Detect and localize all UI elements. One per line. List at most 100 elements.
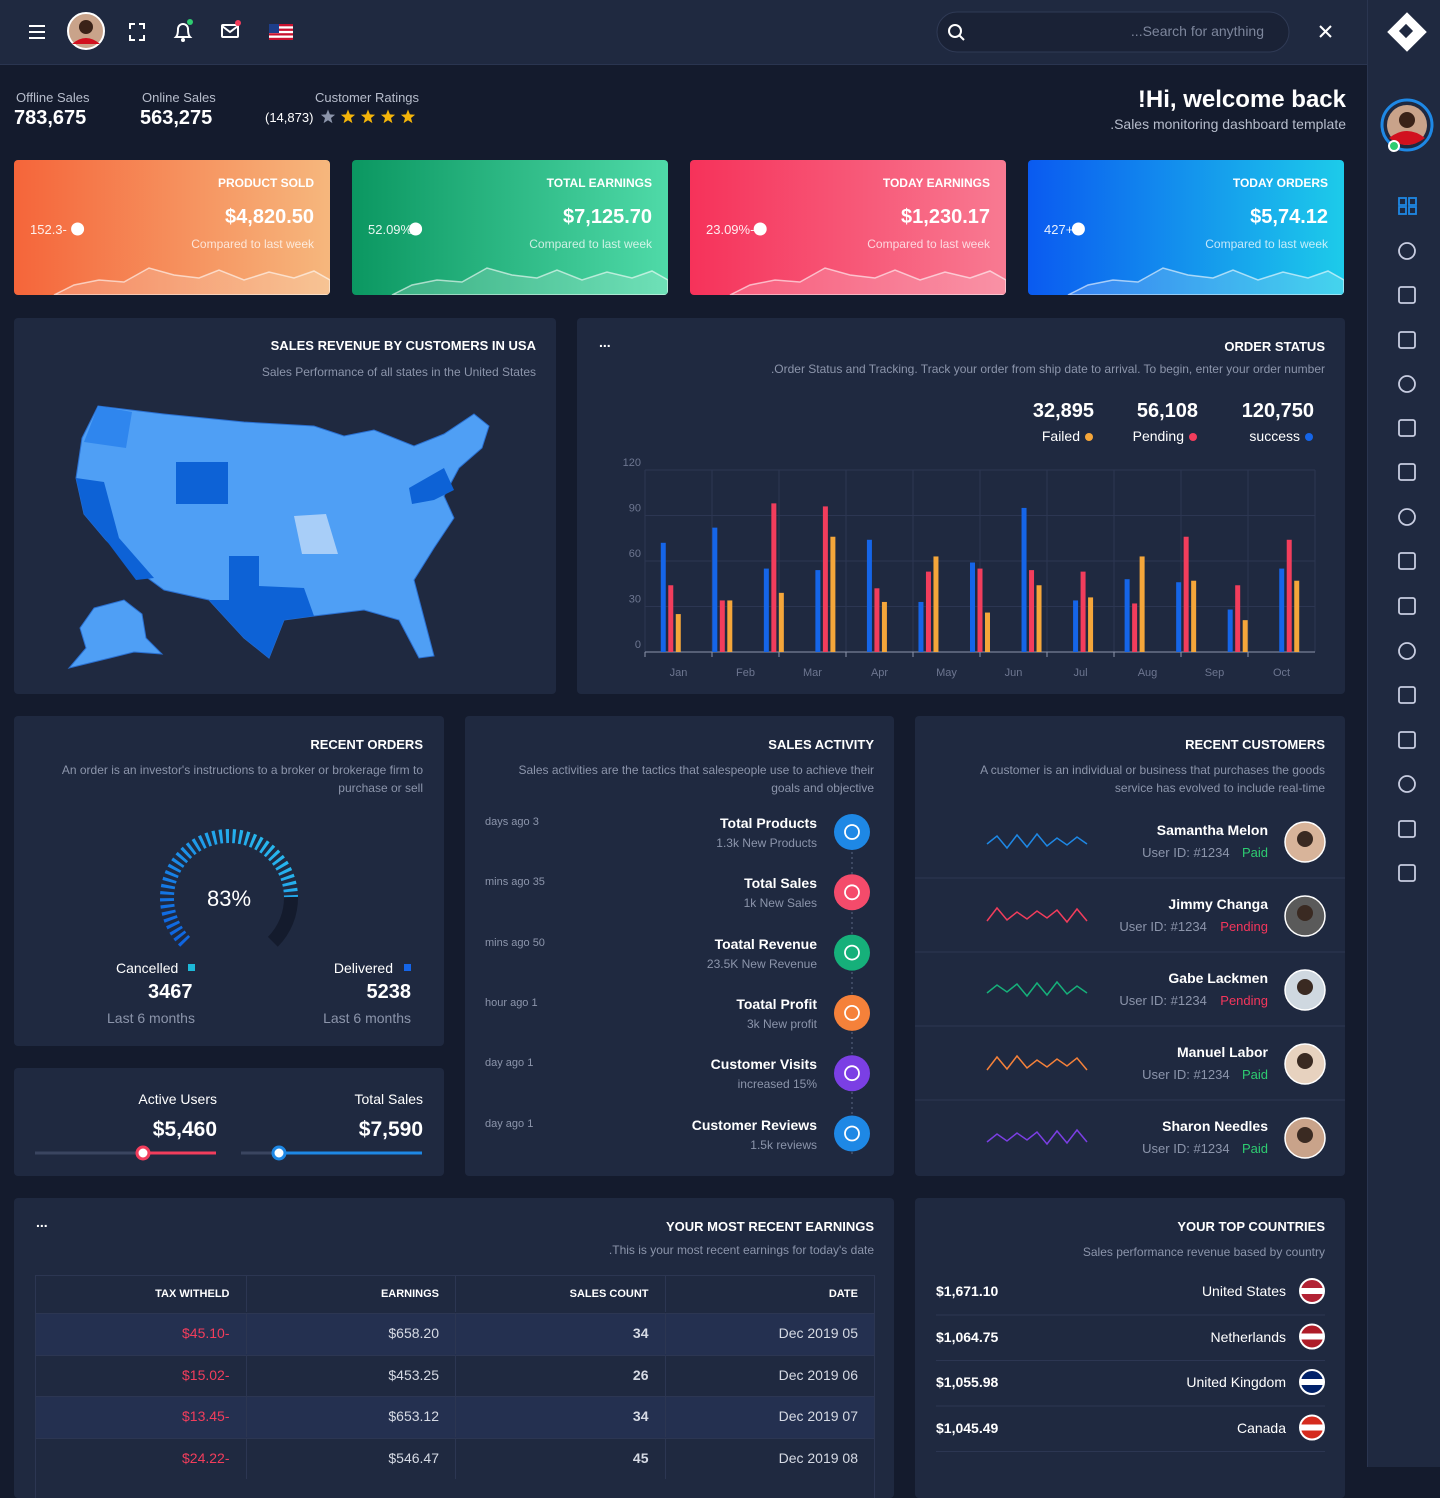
- sidebar-nav-icon[interactable]: [1398, 775, 1416, 793]
- card-menu: ...: [36, 1214, 48, 1230]
- close-button[interactable]: [1319, 25, 1332, 38]
- sidebar-nav-icon[interactable]: [1398, 552, 1416, 570]
- activity-note: 3k New profit: [746, 1016, 817, 1031]
- table-row: [36, 1354, 874, 1397]
- sidebar-nav-icon[interactable]: [1398, 864, 1416, 882]
- sidebar-nav-icon[interactable]: [1398, 642, 1416, 660]
- activity-note: 23.5K New Revenue: [706, 956, 817, 971]
- slider-label: Active Users: [138, 1091, 217, 1107]
- country-flags: [936, 1278, 1325, 1452]
- activity-timeline: [834, 814, 870, 1156]
- search-box[interactable]: [936, 11, 1290, 53]
- messages-button[interactable]: [221, 20, 241, 38]
- card-menu: ...: [599, 334, 611, 350]
- sidebar-nav-icon[interactable]: [1398, 419, 1416, 437]
- stat-value: 783,675: [14, 107, 87, 129]
- card-subtitle: Sales activities are the tactics that sa…: [518, 763, 874, 795]
- activity-icon-glyph: [844, 1004, 860, 1021]
- rating-star: [360, 109, 376, 124]
- state-highlight: [176, 462, 228, 504]
- customer-id: User ID: #1234: [1142, 1141, 1230, 1156]
- activity-note: 1.3k New Products: [716, 836, 817, 850]
- usa-map: [67, 405, 490, 669]
- welcome-title: !Hi, welcome back: [1137, 86, 1346, 113]
- sidebar-nav-icon[interactable]: [1398, 197, 1417, 215]
- legend-label: Failed: [1041, 428, 1080, 444]
- y-tick-label: 120: [623, 457, 641, 469]
- bar: [933, 556, 939, 652]
- table-cell: 26: [455, 1354, 666, 1396]
- sidebar-nav-icon[interactable]: [1398, 331, 1416, 349]
- kpi-sparkline: [53, 222, 330, 295]
- y-tick-label: 60: [629, 548, 641, 560]
- bar: [830, 536, 836, 652]
- customer-list: [915, 821, 1345, 1159]
- bar: [712, 527, 718, 652]
- table-row: [36, 1396, 874, 1438]
- bar: [1073, 600, 1079, 652]
- sidebar-nav-icon[interactable]: [1398, 463, 1416, 481]
- country-amount: $1,045.49: [936, 1419, 999, 1436]
- sidebar-nav-icon[interactable]: [1398, 375, 1416, 393]
- card-subtitle: Sales performance revenue based by count…: [1082, 1245, 1325, 1259]
- customer-name: Samantha Melon: [1156, 822, 1268, 838]
- user-avatar[interactable]: [67, 12, 105, 50]
- map-card: SALES REVENUE BY CUSTOMERS IN USA Sales P…: [14, 318, 556, 694]
- bar: [1191, 580, 1197, 652]
- rating-count: (14,873): [265, 110, 314, 125]
- kpi-card: PRODUCT SOLD $4,820.50 Compared to last we…: [14, 160, 330, 295]
- activity-time: mins ago 50: [485, 936, 545, 949]
- country-flag-detail: [1301, 1424, 1323, 1431]
- x-tick-label: Aug: [1138, 667, 1158, 679]
- rating-star: [400, 109, 416, 124]
- sidebar-avatar[interactable]: [1380, 98, 1434, 152]
- sidebar-nav-icon[interactable]: [1398, 286, 1416, 304]
- sidebar-nav-icon[interactable]: [1398, 597, 1416, 615]
- card-title: ORDER STATUS: [1224, 339, 1325, 354]
- customer-sparkline: [986, 1054, 1088, 1071]
- notifications-button[interactable]: [173, 19, 193, 42]
- customer-name: Gabe Lackmen: [1168, 970, 1268, 986]
- sidebar-nav-icon[interactable]: [1398, 820, 1416, 838]
- customer-status: Pending: [1220, 919, 1268, 934]
- fullscreen-button[interactable]: [129, 23, 145, 41]
- card-title: SALES ACTIVITY: [768, 737, 874, 752]
- country-name: United States: [1201, 1283, 1286, 1299]
- kpi-title: TOTAL EARNINGS: [546, 176, 652, 190]
- earnings-table: TAX WITHELD EARNINGS SALES COUNT DATE $45.10…: [35, 1275, 875, 1498]
- table-header-cell: SALES COUNT: [455, 1276, 666, 1312]
- table-cell: $15.02-: [36, 1354, 247, 1396]
- activity-title: Customer Reviews: [691, 1116, 817, 1133]
- country-amount: $1,064.75: [936, 1328, 999, 1345]
- table-cell: $658.20: [246, 1313, 456, 1354]
- bar: [660, 542, 666, 652]
- x-tick-label: Jun: [1005, 667, 1023, 679]
- table-header-cell: EARNINGS: [246, 1276, 456, 1312]
- bar: [822, 506, 828, 652]
- bar: [1176, 582, 1182, 652]
- sales-activity-card: SALES ACTIVITY Sales activities are the t…: [465, 716, 894, 1176]
- customer-sparkline: [986, 980, 1088, 998]
- stat-label: Offline Sales: [16, 90, 90, 105]
- status-label: Delivered: [333, 960, 393, 976]
- sidebar-nav-icon[interactable]: [1398, 686, 1416, 704]
- sidebar-nav-icon[interactable]: [1398, 508, 1416, 526]
- stat-label: Customer Ratings: [315, 90, 420, 105]
- x-tick-label: Oct: [1273, 667, 1290, 679]
- kpi-card: TODAY EARNINGS $1,230.17 Compared to last …: [690, 160, 1006, 295]
- activity-icon: [834, 874, 870, 911]
- sidebar-nav-icon[interactable]: [1398, 731, 1416, 749]
- table-cell: 45: [455, 1437, 666, 1479]
- language-flag[interactable]: [269, 24, 293, 40]
- x-tick-label: Jul: [1073, 667, 1087, 679]
- customer-sparkline: [986, 906, 1088, 924]
- sidebar-nav-icon[interactable]: [1398, 242, 1416, 260]
- menu-button[interactable]: [29, 25, 45, 39]
- status-total: 32,895: [1032, 400, 1094, 422]
- slider-knob: [271, 1145, 287, 1161]
- logo[interactable]: [1387, 12, 1427, 52]
- bar: [1088, 597, 1094, 652]
- stat-value: 563,275: [140, 107, 213, 129]
- kpi-card: TODAY ORDERS $5,74.12 Compared to last wee…: [1028, 160, 1344, 295]
- state-highlight: [409, 468, 454, 504]
